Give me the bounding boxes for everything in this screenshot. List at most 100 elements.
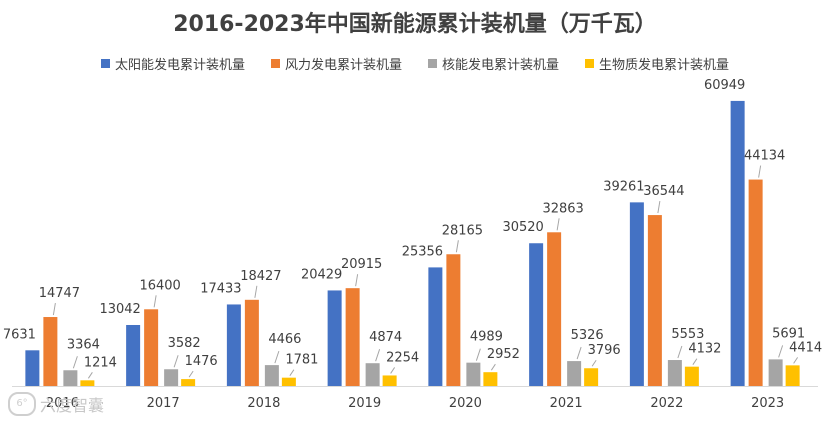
data-label-2017-series-1: 13042 bbox=[99, 302, 140, 317]
bar-2018-series-1 bbox=[226, 304, 241, 386]
leader-line-2023-series-3 bbox=[778, 345, 784, 358]
bar-2019-series-3 bbox=[365, 363, 380, 386]
leader-line-2016-series-4 bbox=[87, 372, 93, 379]
bar-2018-series-4 bbox=[281, 377, 296, 386]
leader-line-2018-series-4 bbox=[289, 369, 295, 376]
bar-2020-series-1 bbox=[428, 267, 443, 386]
leader-line-2017-series-4 bbox=[188, 370, 194, 378]
legend-item-1: 太阳能发电累计装机量 bbox=[100, 54, 245, 73]
legend-swatch-3 bbox=[428, 59, 437, 68]
data-label-2023-series-2: 44134 bbox=[744, 149, 785, 164]
bar-2021-series-4 bbox=[584, 368, 599, 386]
bar-2023-series-4 bbox=[785, 365, 800, 386]
bar-2020-series-2 bbox=[446, 254, 461, 386]
data-label-2023-series-4: 4414 bbox=[789, 340, 822, 355]
bar-2018-series-3 bbox=[264, 365, 279, 386]
leader-line-2018-series-3 bbox=[274, 350, 280, 364]
data-label-2023-series-1: 60949 bbox=[704, 78, 745, 93]
data-label-2022-series-3: 5553 bbox=[671, 327, 704, 342]
bar-2021-series-1 bbox=[529, 243, 544, 386]
bar-2023-series-3 bbox=[768, 359, 783, 386]
data-label-2020-series-2: 28165 bbox=[442, 223, 483, 238]
data-label-2018-series-4: 1781 bbox=[285, 353, 318, 368]
bar-2020-series-3 bbox=[466, 362, 481, 386]
legend-label-3: 核能发电累计装机量 bbox=[442, 58, 560, 73]
data-label-2016-series-1: 7631 bbox=[3, 327, 36, 342]
x-tick-label-2019: 2019 bbox=[348, 396, 381, 411]
data-label-2022-series-1: 39261 bbox=[603, 179, 644, 194]
legend: 太阳能发电累计装机量 风力发电累计装机量 核能发电累计装机量 生物质发电累计装机量 bbox=[0, 54, 830, 73]
legend-label-4: 生物质发电累计装机量 bbox=[599, 58, 730, 73]
bar-2021-series-2 bbox=[547, 232, 562, 386]
data-label-2018-series-2: 18427 bbox=[240, 269, 281, 284]
leader-line-2016-series-3 bbox=[72, 356, 78, 369]
bar-2022-series-2 bbox=[647, 215, 662, 386]
data-label-2018-series-3: 4466 bbox=[268, 332, 301, 347]
bar-2022-series-1 bbox=[629, 202, 644, 386]
bar-2021-series-3 bbox=[567, 361, 582, 386]
bar-2017-series-3 bbox=[164, 369, 179, 386]
legend-item-3: 核能发电累计装机量 bbox=[428, 54, 559, 73]
bar-2017-series-4 bbox=[181, 379, 196, 386]
bar-2020-series-4 bbox=[483, 372, 498, 386]
data-label-2019-series-1: 20429 bbox=[301, 267, 342, 282]
leader-line-2017-series-2 bbox=[153, 295, 157, 308]
bar-2019-series-4 bbox=[382, 375, 397, 386]
data-label-2019-series-2: 20915 bbox=[341, 257, 382, 272]
data-label-2018-series-1: 17433 bbox=[200, 281, 241, 296]
bar-2023-series-1 bbox=[730, 100, 745, 387]
leader-line-2020-series-4 bbox=[490, 363, 496, 371]
x-tick-label-2021: 2021 bbox=[550, 396, 583, 411]
data-label-2023-series-3: 5691 bbox=[772, 326, 805, 341]
bar-2017-series-1 bbox=[126, 324, 141, 386]
leader-line-2017-series-3 bbox=[173, 355, 179, 368]
legend-label-1: 太阳能发电累计装机量 bbox=[114, 58, 245, 73]
x-tick-label-2020: 2020 bbox=[449, 396, 482, 411]
data-label-2020-series-1: 25356 bbox=[402, 244, 443, 259]
data-label-2016-series-3: 3364 bbox=[67, 337, 100, 352]
data-label-2019-series-3: 4874 bbox=[369, 330, 402, 345]
legend-swatch-4 bbox=[585, 59, 595, 68]
leader-line-2022-series-4 bbox=[692, 358, 698, 365]
leader-line-2022-series-2 bbox=[657, 200, 661, 214]
leader-line-2019-series-2 bbox=[355, 274, 359, 287]
data-label-2021-series-1: 30520 bbox=[502, 220, 543, 235]
leader-line-2016-series-2 bbox=[52, 302, 56, 316]
leader-line-2020-series-3 bbox=[475, 348, 481, 361]
x-tick-label-2016: 2016 bbox=[46, 396, 79, 411]
watermark: 6° 六度智囊 bbox=[8, 392, 104, 416]
bar-2016-series-4 bbox=[80, 380, 95, 386]
bar-2022-series-3 bbox=[667, 360, 682, 386]
watermark-logo-icon: 6° bbox=[8, 392, 36, 416]
leader-line-2019-series-3 bbox=[375, 349, 381, 362]
legend-label-2: 风力发电累计装机量 bbox=[284, 58, 402, 73]
leader-line-2023-series-2 bbox=[758, 165, 762, 178]
leader-line-2021-series-2 bbox=[556, 218, 560, 231]
data-label-2019-series-4: 2254 bbox=[386, 350, 419, 365]
x-tick-label-2022: 2022 bbox=[650, 396, 683, 411]
bar-2022-series-4 bbox=[684, 366, 699, 386]
data-label-2021-series-2: 32863 bbox=[542, 201, 583, 216]
data-label-2017-series-2: 16400 bbox=[139, 278, 180, 293]
data-label-2021-series-3: 5326 bbox=[571, 328, 604, 343]
data-label-2017-series-3: 3582 bbox=[168, 336, 201, 351]
bar-2016-series-2 bbox=[43, 317, 58, 386]
bar-2016-series-3 bbox=[63, 370, 78, 386]
leader-line-2022-series-3 bbox=[677, 345, 683, 359]
data-label-2016-series-2: 14747 bbox=[39, 286, 80, 301]
data-label-2021-series-4: 3796 bbox=[588, 343, 621, 358]
leader-line-2019-series-4 bbox=[390, 367, 396, 374]
data-label-2016-series-4: 1214 bbox=[84, 355, 117, 370]
bar-2016-series-1 bbox=[25, 350, 40, 386]
leader-line-2020-series-2 bbox=[455, 240, 459, 253]
watermark-text: 六度智囊 bbox=[40, 396, 105, 415]
leader-line-2018-series-2 bbox=[254, 285, 258, 298]
x-tick-label-2023: 2023 bbox=[751, 396, 784, 411]
bar-2023-series-2 bbox=[748, 179, 763, 386]
bar-2019-series-2 bbox=[345, 288, 360, 386]
bar-2018-series-2 bbox=[244, 299, 259, 386]
legend-item-4: 生物质发电累计装机量 bbox=[585, 54, 729, 73]
bar-2019-series-1 bbox=[327, 290, 342, 386]
bar-2017-series-2 bbox=[144, 309, 159, 386]
